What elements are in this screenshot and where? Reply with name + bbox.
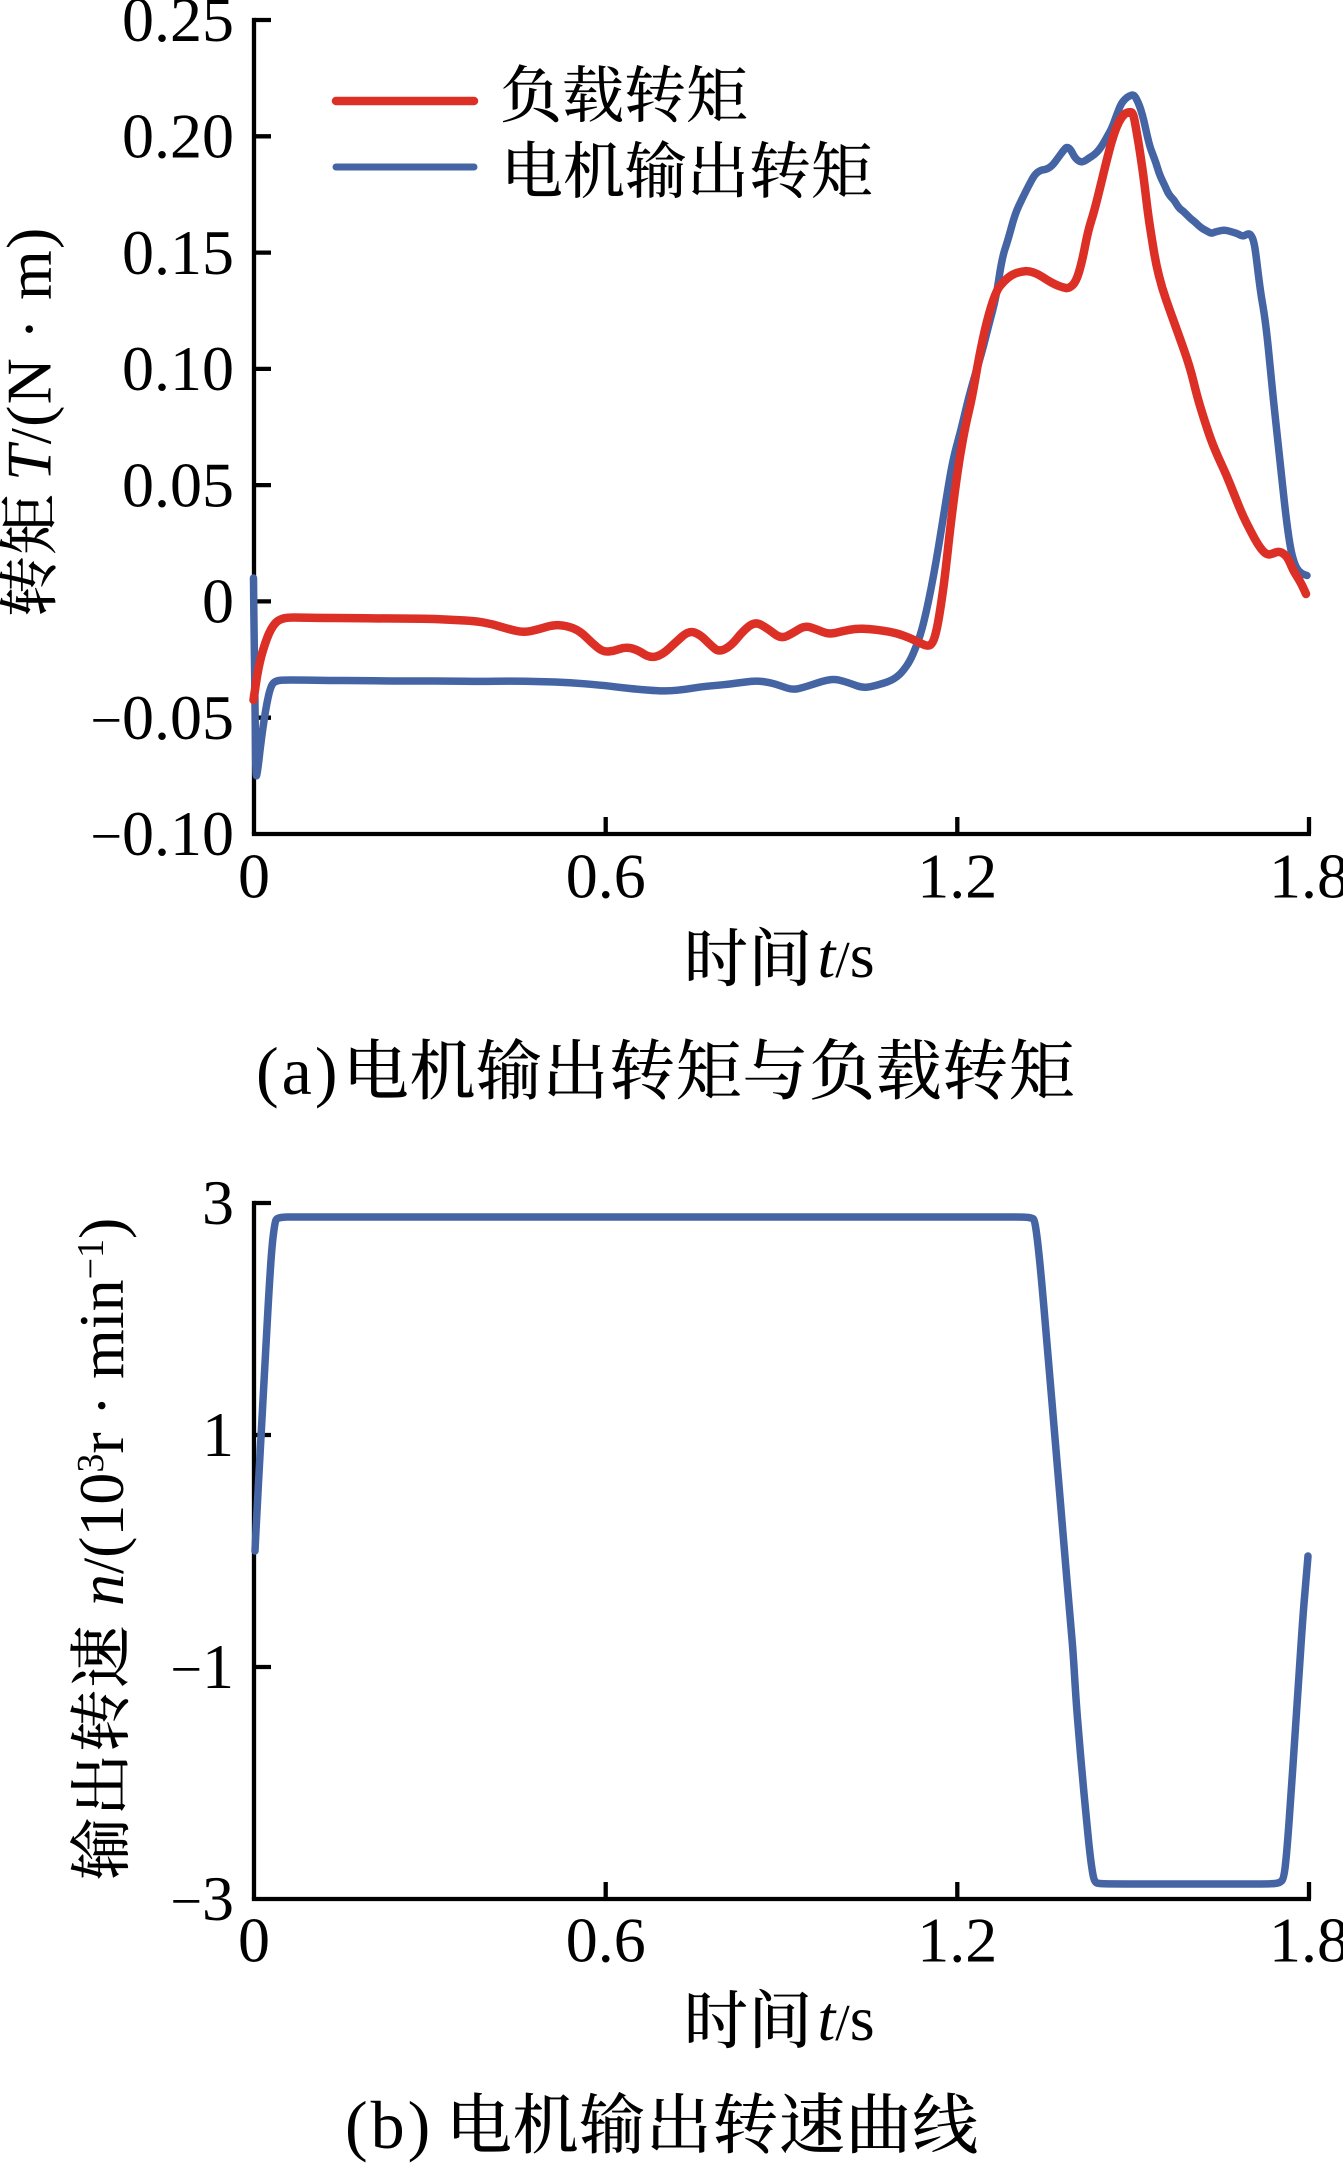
svg-text:0: 0 [202, 566, 234, 637]
svg-text:1.8: 1.8 [1269, 841, 1343, 912]
svg-text:1: 1 [202, 1399, 234, 1470]
svg-text:−3: −3 [170, 1863, 234, 1934]
svg-text:0.6: 0.6 [566, 841, 646, 912]
svg-text:(b): (b) [345, 2087, 433, 2163]
svg-text:−0.10: −0.10 [90, 798, 234, 869]
svg-text:0.25: 0.25 [122, 0, 234, 55]
svg-text:1.8: 1.8 [1269, 1905, 1343, 1976]
svg-text:−0.05: −0.05 [90, 682, 234, 753]
svg-text:0.05: 0.05 [122, 449, 234, 520]
svg-text:1.2: 1.2 [917, 1905, 997, 1976]
svg-text:0: 0 [238, 1905, 270, 1976]
svg-text:0.6: 0.6 [566, 1905, 646, 1976]
svg-text:0.15: 0.15 [122, 217, 234, 288]
svg-text:3: 3 [202, 1167, 234, 1238]
svg-text:0.10: 0.10 [122, 333, 234, 404]
svg-text:0.20: 0.20 [122, 101, 234, 172]
svg-text:1.2: 1.2 [917, 841, 997, 912]
svg-text:T/(N · m): T/(N · m) [0, 227, 65, 481]
svg-text:t/s: t/s [818, 920, 875, 991]
svg-text:(a): (a) [256, 1033, 340, 1109]
svg-text:n/(103r · min−1): n/(103r · min−1) [66, 1218, 137, 1606]
svg-text:0: 0 [238, 841, 270, 912]
svg-text:−1: −1 [170, 1631, 234, 1702]
svg-text:t/s: t/s [818, 1983, 875, 2054]
